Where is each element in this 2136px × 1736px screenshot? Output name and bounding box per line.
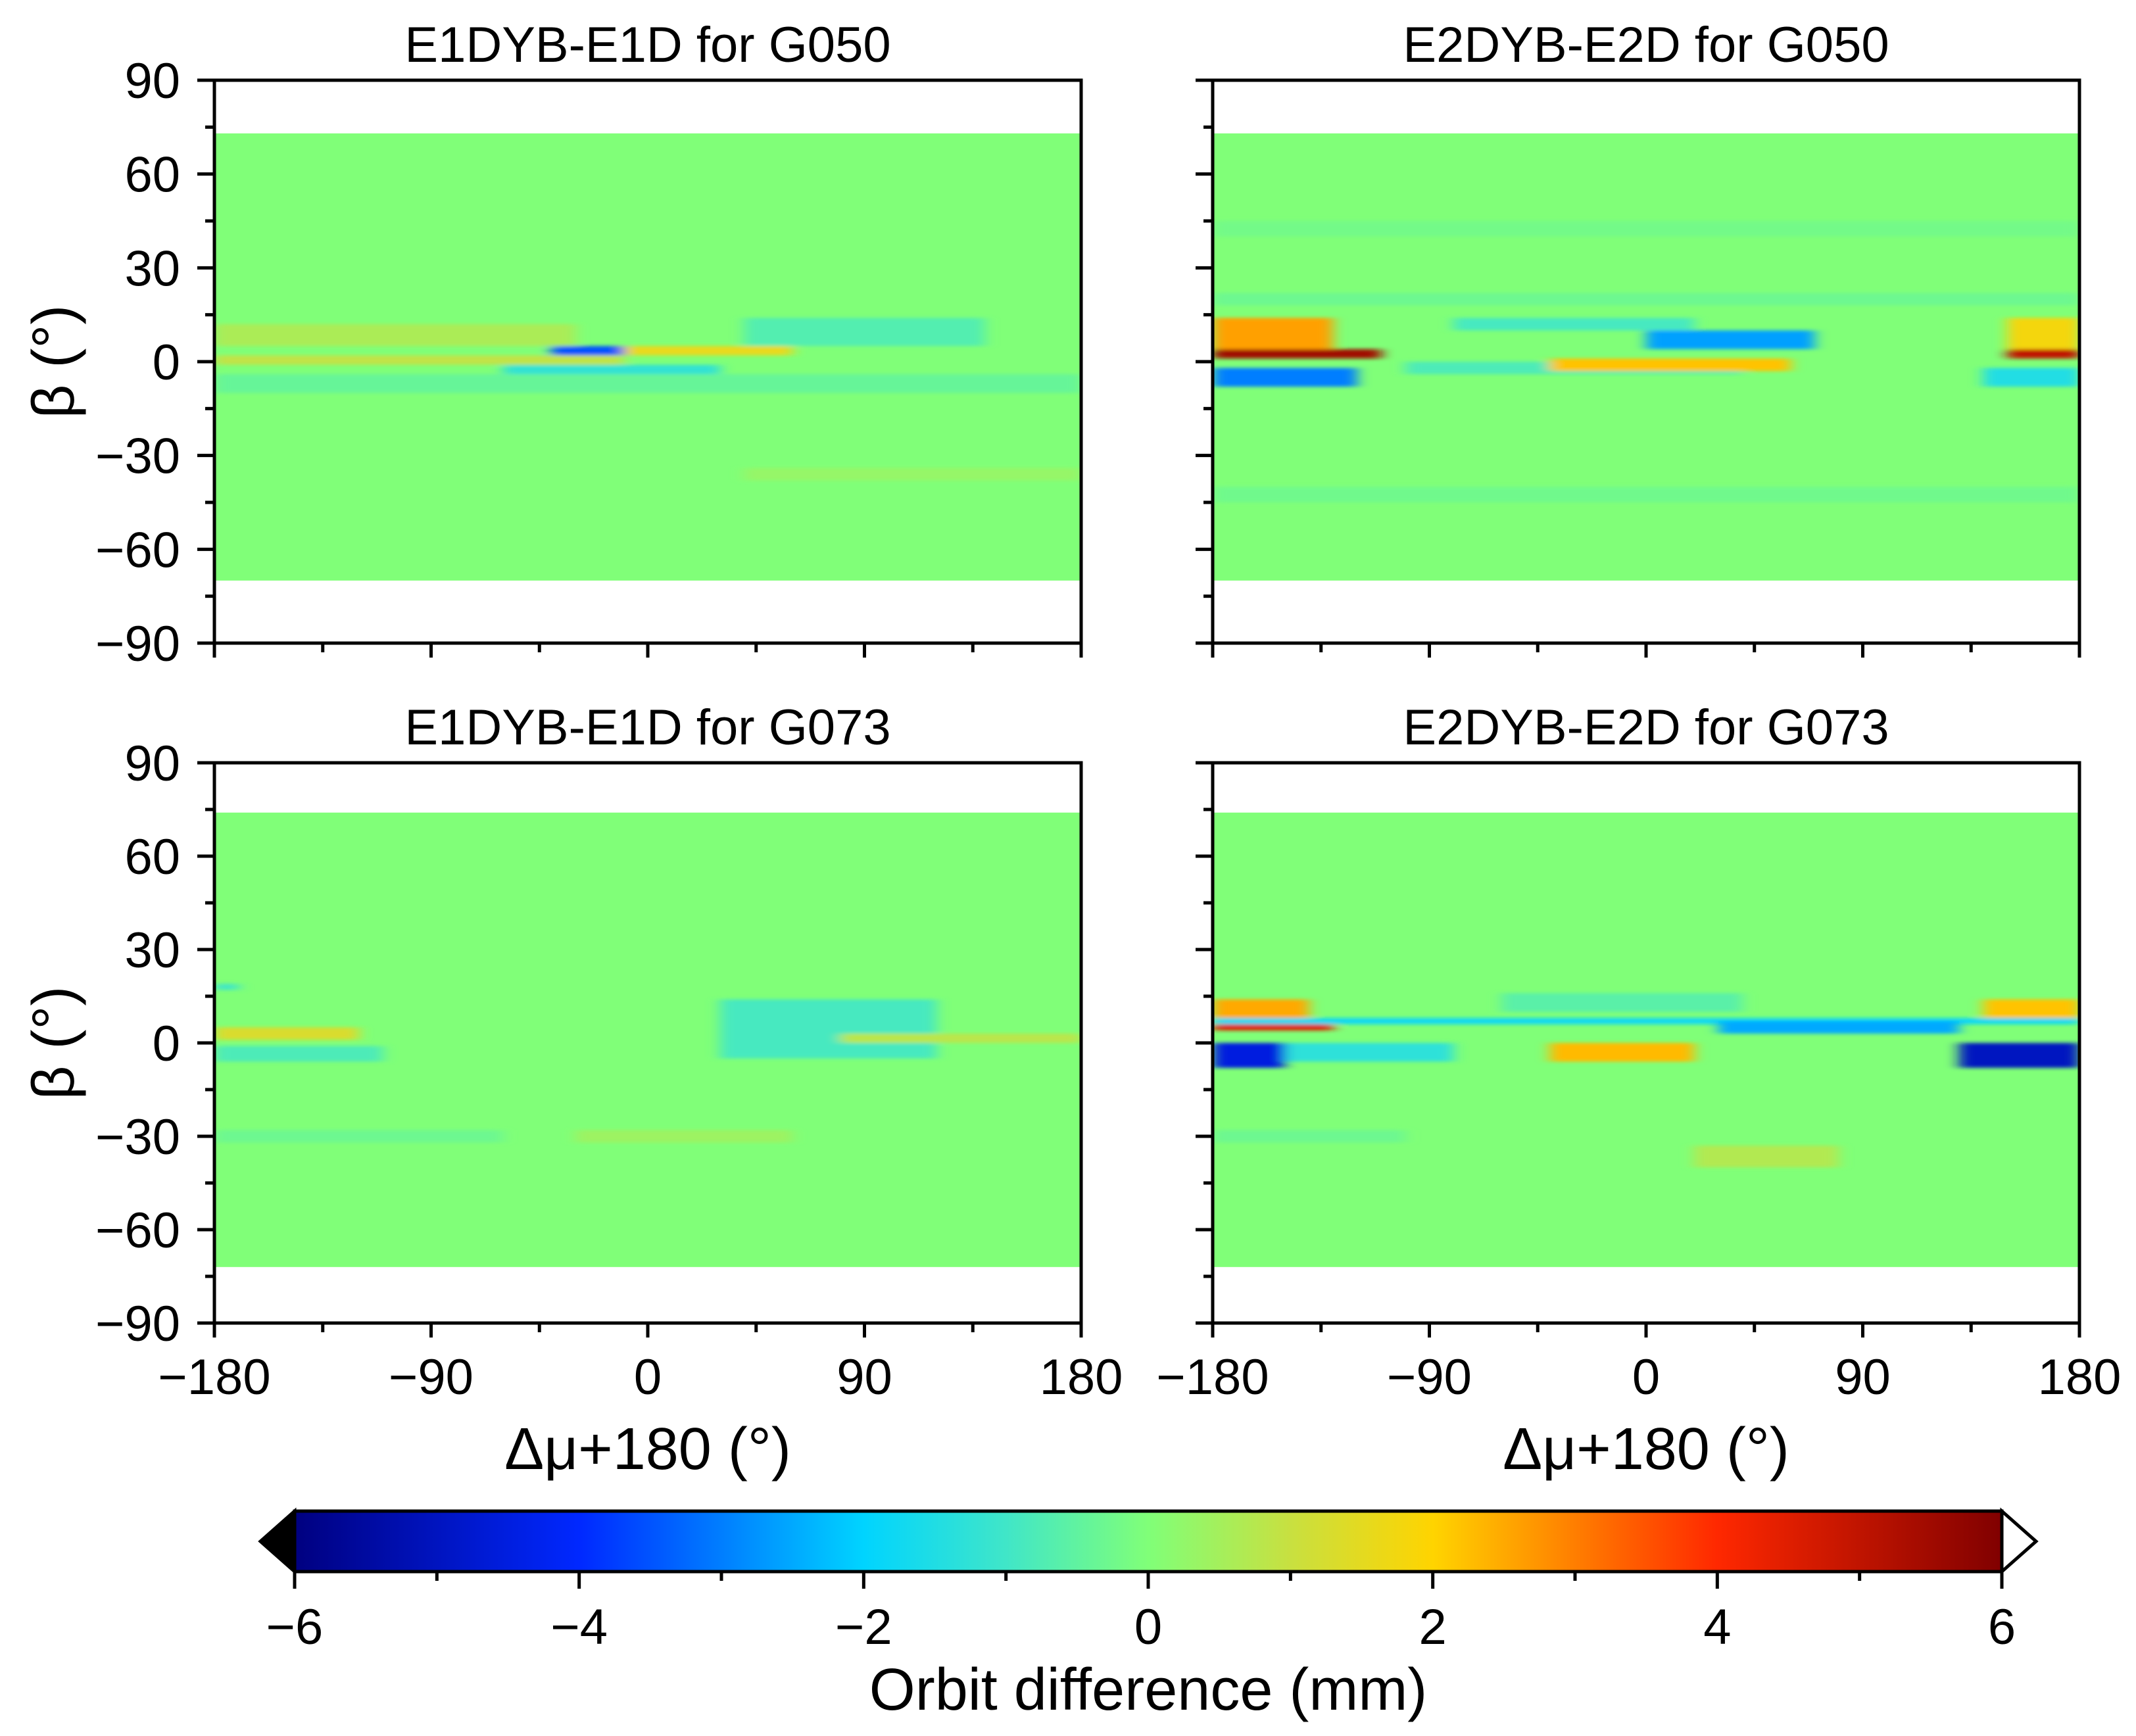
x-tick-label: 180 [1040, 1349, 1123, 1405]
x-tick-label: 90 [1835, 1349, 1891, 1405]
y-tick-label: 60 [124, 829, 180, 885]
panel-title: E2DYB-E2D for G050 [1403, 17, 1889, 73]
colorbar-tick-label: 2 [1419, 1599, 1447, 1655]
y-tick-label: 30 [124, 241, 180, 297]
colorbar-tick-label: 0 [1134, 1599, 1162, 1655]
colorbar: −6 −4 −2 0 2 4 6 Orbit difference (mm) [258, 1507, 2039, 1723]
y-tick-label: 0 [153, 335, 180, 391]
colorbar-tick-label: −6 [266, 1599, 324, 1655]
heatmap-band [1213, 1024, 1334, 1031]
colorbar-tick-label: 4 [1703, 1599, 1731, 1655]
heatmap-band [214, 355, 624, 365]
heatmap-band [1213, 1018, 2079, 1025]
heatmap-band [744, 318, 985, 347]
x-tick-label: −180 [1156, 1349, 1269, 1405]
y-tick-label: −60 [95, 522, 180, 578]
x-axis-label: Δμ+180 (°) [504, 1416, 791, 1482]
heatmap-band [1718, 1021, 1959, 1034]
panel-title: E1DYB-E1D for G073 [404, 700, 890, 756]
heatmap-bands [1213, 221, 2079, 502]
y-tick-label: −90 [95, 616, 180, 672]
heatmap-data-area [1213, 812, 2079, 1267]
heatmap-band [2007, 318, 2079, 349]
y-tick-label: 60 [124, 147, 180, 203]
heatmap-band [214, 1027, 359, 1040]
heatmap-band [1213, 999, 1309, 1019]
colorbar-tick-label: −2 [835, 1599, 892, 1655]
heatmap-band [719, 999, 937, 1059]
colorbar-extend-high [2000, 1507, 2039, 1576]
y-tick-label: 30 [124, 923, 180, 978]
heatmap-band [1694, 1145, 1839, 1168]
heatmap-panel-1: E1DYB-E1D for G050 90 60 30 0 −30 −60 −90 β (°) [21, 17, 1083, 672]
heatmap-panel-4: E2DYB-E2D for G073 −180 −90 0 90 180 Δμ+180 (°… [1156, 700, 2121, 1482]
y-tick-label: −60 [95, 1203, 180, 1259]
heatmap-bands [214, 318, 1081, 481]
heatmap-band [1213, 221, 2079, 237]
y-tick-label: −90 [95, 1296, 180, 1352]
heatmap-band [1213, 1130, 1405, 1143]
heatmap-band [1549, 358, 1791, 372]
heatmap-band [1213, 368, 1357, 387]
x-tick-label: 90 [837, 1349, 892, 1405]
heatmap-band [214, 374, 1081, 393]
x-tick-label: −90 [1387, 1349, 1472, 1405]
colorbar-extend-low [258, 1507, 297, 1576]
heatmap-band [1501, 993, 1743, 1012]
x-tick-label: 0 [1632, 1349, 1660, 1405]
heatmap-band [214, 984, 239, 990]
colorbar-tick-label: −4 [550, 1599, 608, 1655]
heatmap-band [1213, 293, 2079, 306]
heatmap-band [1646, 330, 1815, 349]
heatmap-band [1453, 318, 1695, 331]
x-tick-label: 180 [2038, 1349, 2122, 1405]
y-tick-label: 0 [153, 1016, 180, 1072]
colorbar-gradient [295, 1511, 2002, 1572]
heatmap-band [2007, 349, 2079, 359]
heatmap-band [623, 346, 792, 356]
y-tick-label: 90 [124, 736, 180, 792]
heatmap-band [551, 346, 624, 356]
panel-title: E1DYB-E1D for G050 [404, 17, 890, 73]
heatmap-band [744, 468, 1081, 481]
y-tick-label: −30 [95, 1109, 180, 1165]
y-tick-label: −30 [95, 429, 180, 485]
heatmap-band [1983, 999, 2079, 1019]
panel-title: E2DYB-E2D for G073 [1403, 700, 1889, 756]
x-tick-label: −180 [158, 1349, 270, 1405]
y-axis-label: β (°) [21, 986, 87, 1100]
heatmap-band [1284, 1043, 1454, 1062]
x-tick-label: 0 [634, 1349, 662, 1405]
heatmap-band [214, 324, 576, 347]
heatmap-band [1983, 368, 2079, 387]
heatmap-band [1213, 349, 1382, 359]
heatmap-band [840, 1033, 1081, 1043]
y-axis-label: β (°) [21, 305, 87, 419]
heatmap-bands [214, 984, 1081, 1143]
colorbar-label: Orbit difference (mm) [869, 1657, 1428, 1723]
heatmap-band [1958, 1043, 2079, 1068]
heatmap-bands [1213, 993, 2079, 1168]
heatmap-band [214, 1046, 383, 1062]
x-axis-label: Δμ+180 (°) [1503, 1416, 1789, 1482]
x-tick-label: −90 [389, 1349, 473, 1405]
heatmap-panel-2: E2DYB-E2D for G050 [1196, 17, 2081, 658]
heatmap-band [575, 1130, 792, 1143]
heatmap-band [503, 364, 720, 375]
heatmap-band [1213, 318, 1334, 349]
heatmap-band [1213, 487, 2079, 502]
heatmap-band [1213, 1043, 1285, 1068]
heatmap-band [214, 1130, 504, 1143]
colorbar-tick-label: 6 [1988, 1599, 2016, 1655]
y-tick-label: 90 [124, 53, 180, 109]
heatmap-band [1549, 1043, 1695, 1062]
